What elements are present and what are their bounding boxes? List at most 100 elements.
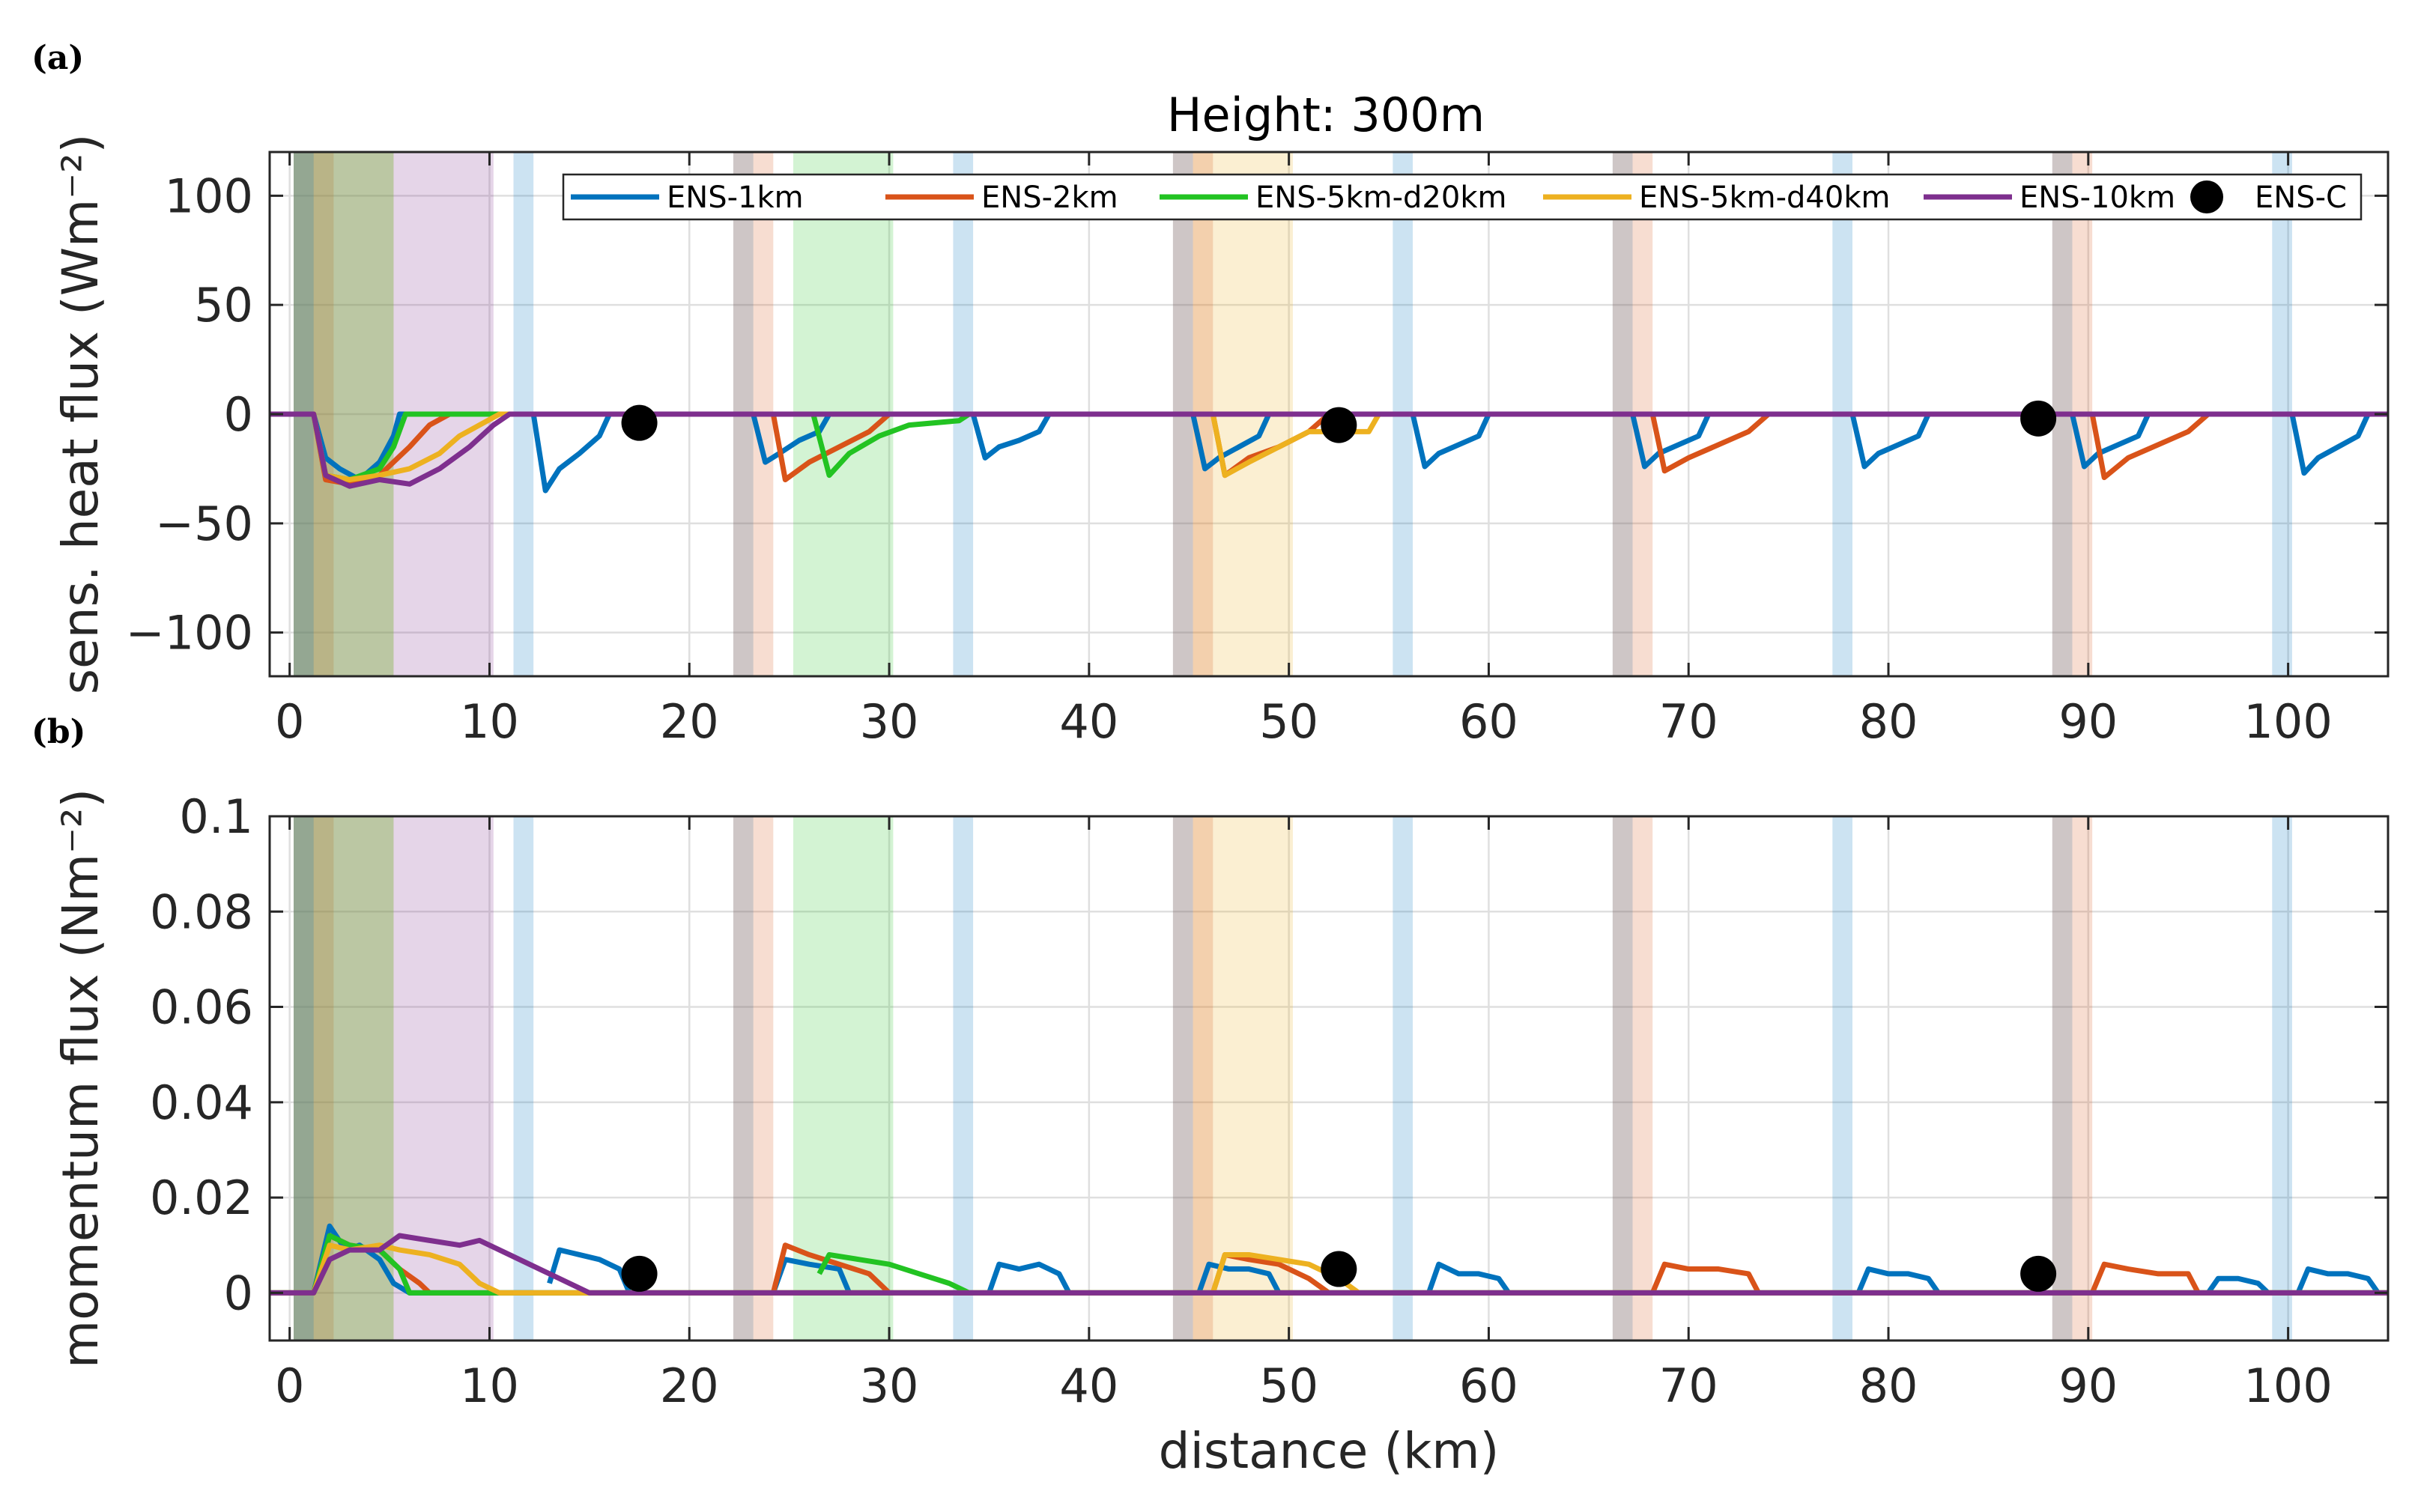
shaded-region (1172, 816, 1193, 1341)
legend-label: ENS-2km (981, 180, 1118, 215)
x-tick-label: 40 (1059, 1358, 1118, 1413)
y-tick-label: 0.08 (150, 884, 253, 939)
x-tick-label: 30 (860, 694, 919, 749)
shaded-region (1832, 816, 1852, 1341)
series-segment-ens-5km-d20km (810, 412, 971, 479)
shaded-region (733, 816, 754, 1341)
series-segment-ens-1km (530, 413, 612, 494)
legend-label: ENS-5km-d40km (1639, 180, 1890, 215)
legend-item-ens-2km[interactable]: ENS-2km (885, 180, 1118, 215)
legend-label: ENS-1km (667, 180, 804, 215)
ens-c-point (1321, 1251, 1357, 1287)
series-segment-ens-1km (2289, 413, 2371, 476)
x-tick-label: 0 (275, 1358, 304, 1413)
shaded-region (953, 816, 974, 1341)
panel-a-label: (a) (31, 39, 84, 77)
x-tick-label: 40 (1059, 694, 1118, 749)
x-tick-label: 60 (1459, 694, 1518, 749)
x-tick-label: 100 (2243, 1358, 2332, 1413)
x-tick-label: 0 (275, 694, 304, 749)
x-tick-label: 80 (1859, 1358, 1918, 1413)
shaded-regions (294, 816, 2292, 1341)
series-segment-ens-1km (1849, 413, 1931, 470)
ens-c-point (1321, 407, 1357, 443)
shaded-region (1612, 816, 1633, 1341)
y-tick-label: −100 (126, 606, 253, 661)
series-segment-ens-2km (1649, 412, 1771, 474)
legend-item-ens-c[interactable]: ENS-C (2190, 180, 2347, 215)
x-tick-label: 50 (1259, 694, 1318, 749)
x-tick-label: 70 (1659, 694, 1718, 749)
y-tick-label: 0.04 (150, 1075, 253, 1130)
x-tick-label: 10 (460, 1358, 519, 1413)
ens-c-point (2020, 400, 2057, 437)
legend-item-ens-5km-d40km[interactable]: ENS-5km-d40km (1543, 180, 1890, 215)
shaded-region (2052, 816, 2073, 1341)
x-tick-label: 60 (1459, 1358, 1518, 1413)
series-segment-ens-1km (1426, 1261, 1511, 1295)
x-tick-label: 50 (1259, 1358, 1318, 1413)
x-tick-label: 20 (660, 694, 719, 749)
shaded-region (1393, 816, 1413, 1341)
shaded-region (513, 816, 534, 1341)
y-tick-label: 0 (224, 387, 253, 442)
series-segment-ens-1km (1630, 413, 1712, 470)
series-segment-ens-5km-d40km (1210, 413, 1381, 479)
x-tick-label: 90 (2058, 694, 2118, 749)
shaded-region (294, 816, 314, 1341)
legend[interactable]: ENS-1km ENS-2km ENS-5km-d20km ENS-5km-d40km… (562, 173, 2363, 221)
x-tick-label: 100 (2243, 694, 2332, 749)
series-segment-ens-1km (2070, 413, 2151, 470)
series-segment-ens-1km (2295, 1266, 2381, 1295)
legend-item-ens-5km-d20km[interactable]: ENS-5km-d20km (1160, 180, 1506, 215)
series-segment-ens-2km (1649, 1261, 1761, 1294)
y-tick-label: 0.06 (150, 980, 253, 1035)
legend-item-ens-1km[interactable]: ENS-1km (571, 180, 804, 215)
legend-item-ens-10km[interactable]: ENS-10km (1924, 180, 2175, 215)
legend-label: ENS-C (2255, 180, 2347, 215)
ens-c-point (2020, 1255, 2057, 1292)
series-segment-ens-1km (1410, 413, 1491, 470)
series-segment-ens-1km (987, 1261, 1072, 1294)
legend-box (562, 173, 2363, 221)
x-tick-label: 30 (860, 1358, 919, 1413)
series-segment-ens-1km (1196, 1261, 1282, 1294)
shaded-region (2272, 816, 2292, 1341)
shaded-region (2052, 816, 2093, 1341)
legend-label: ENS-10km (2019, 180, 2175, 215)
series-segment-ens-5km-d20km (816, 1251, 971, 1296)
legend-label: ENS-5km-d20km (1255, 180, 1506, 215)
y-tick-label: 0 (224, 1266, 253, 1320)
y-tick-label: −50 (155, 497, 253, 551)
panel-b-axes: 0 10 20 30 40 50 60 70 80 90 100 0.1 0.08 0.06 0.04 0.0… (52, 789, 2390, 1480)
x-tick-label: 90 (2058, 1358, 2118, 1413)
series-segment-ens-1km (1855, 1266, 1941, 1295)
y-tick-label: 0.1 (179, 789, 253, 844)
shaded-region (1172, 816, 1213, 1341)
series-segment-ens-1km (547, 1247, 632, 1294)
y-axis-title: momentum flux (Nm⁻²) (52, 789, 109, 1368)
series-segment-ens-1km (2206, 1275, 2270, 1295)
x-tick-label: 70 (1659, 1358, 1718, 1413)
series-group-a (270, 411, 2388, 494)
y-axis-title: sens. heat flux (Wm⁻²) (52, 134, 109, 695)
y-tick-label: 0.02 (150, 1171, 253, 1225)
shaded-region (733, 816, 774, 1341)
x-axis-title: distance (km) (1159, 1422, 1500, 1480)
series-group-b (270, 1223, 2388, 1296)
ens-c-point (621, 1255, 658, 1292)
y-tick-label: 50 (194, 278, 253, 333)
panel-a-axes: 0 10 20 30 40 50 60 70 80 90 100 100 50 0 −50 −100 sens.… (52, 134, 2390, 749)
x-tick-label: 10 (460, 694, 519, 749)
plot-title: Height: 300m (1167, 88, 1485, 142)
series-line-ens-10km (270, 411, 2388, 489)
series-segment-ens-1km (1190, 413, 1272, 472)
x-tick-label: 80 (1859, 694, 1918, 749)
shaded-region (1612, 816, 1653, 1341)
series-segment-ens-2km (2089, 412, 2211, 481)
panel-b-label: (b) (31, 713, 85, 751)
series-segment-ens-1km (751, 413, 832, 465)
series-line-ens-10km (270, 1233, 2388, 1296)
series-segment-ens-1km (970, 413, 1052, 461)
